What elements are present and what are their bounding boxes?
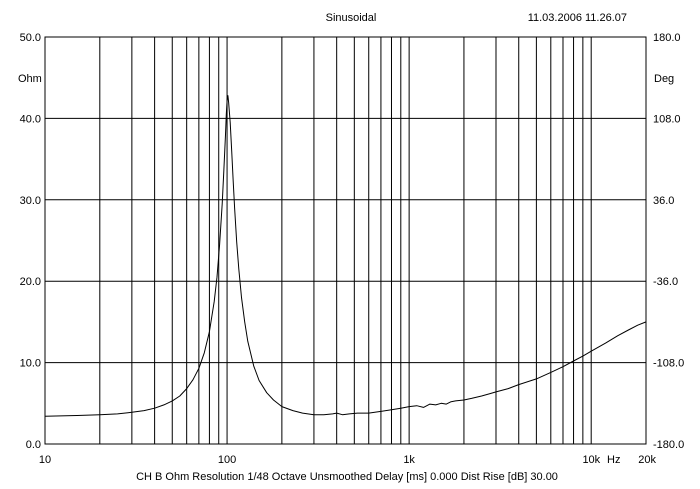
settings-caption: CH B Ohm Resolution 1/48 Octave Unsmooth… [136, 471, 558, 483]
y-left-tick-label: 0.0 [26, 439, 41, 451]
x-tick-label: 10k [582, 454, 600, 466]
y-right-tick-label: 180.0 [653, 32, 681, 44]
tick-labels: 0.0 10.0 20.0 30.0 40.0 50.0 -180.0 -108.0 -36.0… [20, 32, 685, 466]
y-right-tick-label: -108.0 [653, 358, 684, 370]
right-axis-unit: Deg [654, 73, 674, 85]
measurement-datetime: 11.03.2006 11.26.07 [528, 12, 627, 24]
x-tick-label: 100 [218, 454, 236, 466]
y-right-tick-label: -36.0 [653, 276, 678, 288]
y-left-tick-label: 40.0 [20, 113, 41, 125]
curves [44, 95, 647, 417]
measurement-mode: Sinusoidal [326, 12, 377, 24]
impedance-curve [44, 95, 647, 417]
left-axis-unit: Ohm [18, 73, 42, 85]
y-right-tick-label: -180.0 [653, 439, 684, 451]
x-tick-label: 10 [39, 454, 51, 466]
y-left-tick-label: 10.0 [20, 358, 41, 370]
x-axis-unit: Hz [607, 454, 620, 466]
x-tick-label: 20k [638, 454, 656, 466]
y-left-tick-label: 30.0 [20, 195, 41, 207]
plot-frame [44, 36, 647, 445]
chart-grid [45, 37, 646, 444]
y-left-tick-label: 50.0 [20, 32, 41, 44]
y-left-tick-label: 20.0 [20, 276, 41, 288]
x-tick-label: 1k [403, 454, 415, 466]
y-right-tick-label: 36.0 [653, 195, 674, 207]
y-right-tick-label: 108.0 [653, 113, 681, 125]
